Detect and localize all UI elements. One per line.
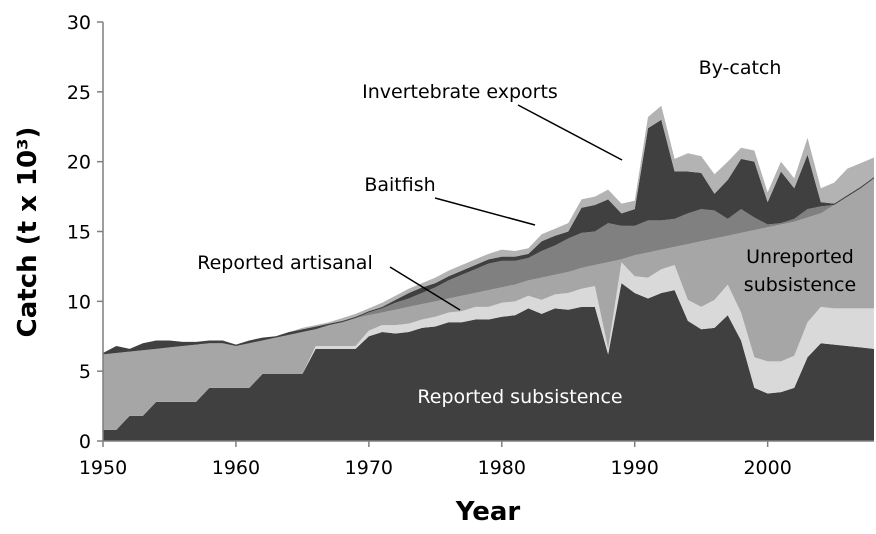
- y-axis-label: Catch (t x 10³): [13, 127, 43, 338]
- series-label: Invertebrate exports: [362, 81, 558, 103]
- area: [103, 178, 874, 355]
- series-label: Baitfish: [364, 174, 436, 196]
- y-tick-label: 30: [67, 12, 91, 34]
- area: [103, 283, 874, 441]
- x-tick-label: 1960: [212, 457, 260, 479]
- series-label: Reported artisanal: [197, 252, 373, 274]
- x-tick-label: 1980: [478, 457, 526, 479]
- x-tick-label: 1950: [79, 457, 127, 479]
- leader-line: [434, 197, 536, 226]
- area: [103, 105, 874, 354]
- y-tick-label: 0: [79, 431, 91, 453]
- x-tick-label: 1970: [345, 457, 393, 479]
- series-label: Unreported subsistence: [743, 246, 857, 296]
- area: [103, 119, 874, 355]
- series-label: Reported subsistence: [417, 386, 623, 408]
- y-tick-label: 10: [67, 291, 91, 313]
- x-tick-label: 2000: [743, 457, 791, 479]
- y-tick-label: 15: [67, 222, 91, 244]
- area: [103, 178, 874, 430]
- series-label: By-catch: [698, 57, 782, 79]
- y-tick-label: 25: [67, 82, 91, 104]
- leader-line: [389, 266, 461, 311]
- y-tick-label: 20: [67, 152, 91, 174]
- x-tick-label: 1990: [611, 457, 659, 479]
- x-axis-label: Year: [455, 497, 521, 527]
- leader-line: [517, 104, 623, 161]
- y-tick-label: 5: [79, 361, 91, 383]
- area: [103, 262, 874, 430]
